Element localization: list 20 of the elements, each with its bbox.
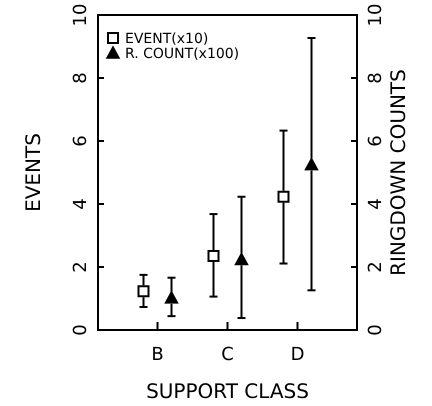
- y2-tick-label: 4: [365, 198, 386, 210]
- y2-tick-label: 0: [365, 324, 386, 336]
- y-tick-label: 0: [70, 324, 91, 336]
- x-axis-title: SUPPORT CLASS: [146, 379, 309, 403]
- x-tick-label: C: [221, 344, 234, 365]
- y-tick-label: 10: [70, 4, 91, 26]
- y-tick-label: 8: [70, 72, 91, 84]
- x-tick-label: D: [290, 344, 304, 365]
- x-tick-label: B: [151, 344, 164, 365]
- y2-tick-label: 2: [365, 261, 386, 273]
- legend-label: R. COUNT(x100): [125, 46, 240, 62]
- legend-label: EVENT(x10): [125, 31, 208, 47]
- y2-tick-label: 8: [365, 72, 386, 84]
- y2-tick-label: 10: [365, 4, 386, 26]
- y2-axis-title: RINGDOWN COUNTS: [386, 69, 410, 276]
- y-tick-label: 6: [70, 135, 91, 147]
- y-tick-label: 4: [70, 198, 91, 210]
- y-tick-label: 2: [70, 261, 91, 273]
- y-axis-title: EVENTS: [21, 133, 45, 212]
- y2-tick-label: 6: [365, 135, 386, 147]
